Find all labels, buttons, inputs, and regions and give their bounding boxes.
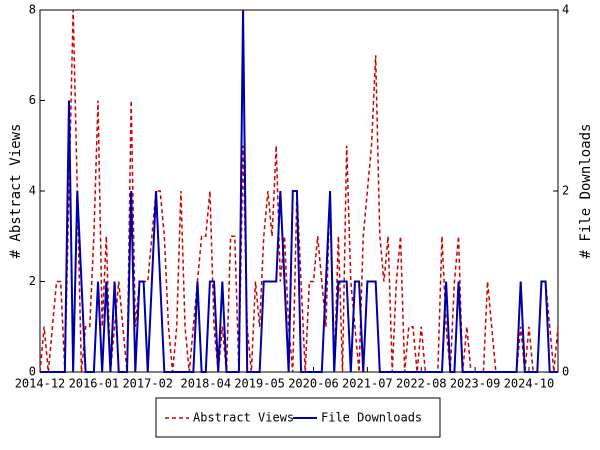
y2-tick-label: 2 <box>562 184 569 198</box>
y-tick-label: 4 <box>29 184 36 198</box>
y-tick-label: 8 <box>29 3 36 17</box>
y2-tick-label: 4 <box>562 3 569 17</box>
x-tick-label: 2018-04 <box>180 377 231 391</box>
y-tick-label: 0 <box>29 365 36 379</box>
legend-label: Abstract Views <box>193 411 294 425</box>
x-tick-label: 2022-08 <box>396 377 447 391</box>
x-tick-label: 2021-07 <box>342 377 393 391</box>
y2-tick-label: 0 <box>562 365 569 379</box>
series-line <box>40 9 558 373</box>
y2-axis-title: # File Downloads <box>578 124 594 259</box>
x-tick-label: 2016-01 <box>69 377 120 391</box>
y-tick-label: 6 <box>29 93 36 107</box>
legend-box <box>155 397 441 438</box>
y-axis-title: # Abstract Views <box>8 124 24 259</box>
x-tick-label: 2020-06 <box>288 377 339 391</box>
legend-label: File Downloads <box>321 411 422 425</box>
x-tick-label: 2014-12 <box>15 377 66 391</box>
x-tick-label: 2024-10 <box>504 377 555 391</box>
y-tick-label: 2 <box>29 274 36 288</box>
x-tick-label: 2017-02 <box>122 377 173 391</box>
x-tick-label: 2023-09 <box>450 377 501 391</box>
x-tick-label: 2019-05 <box>234 377 285 391</box>
